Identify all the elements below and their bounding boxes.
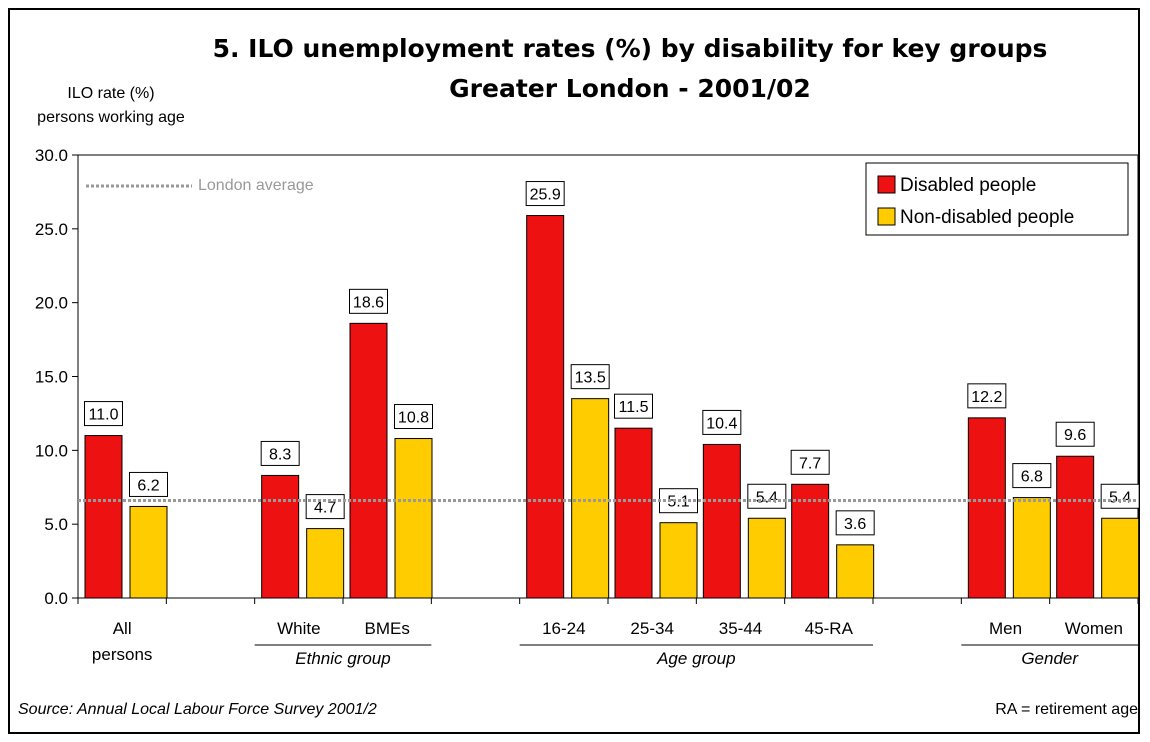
data-label-box	[790, 449, 830, 475]
y-tick-label: 5.0	[44, 515, 68, 534]
bar-non-disabled-25-34	[659, 522, 698, 599]
bar-non-disabled-women	[1101, 517, 1140, 599]
bar-non-disabled-all-persons	[129, 505, 168, 599]
category-label: White	[277, 619, 320, 638]
data-label: 11.0	[89, 407, 119, 424]
y-axis-label-line2: persons working age	[37, 109, 185, 126]
data-label: 10.4	[706, 415, 737, 432]
london-average-label: London average	[198, 177, 314, 194]
data-label: 12.2	[971, 389, 1002, 406]
data-label-box	[702, 409, 742, 435]
bar-disabled-16-24	[526, 215, 565, 599]
bar-non-disabled-white	[306, 528, 345, 599]
data-label: 10.8	[398, 410, 429, 427]
data-label-box	[614, 393, 653, 419]
data-label-box	[260, 440, 300, 466]
category-label: 16-24	[542, 619, 585, 638]
group-label: Gender	[1021, 649, 1079, 668]
bar-non-disabled-bmes	[394, 438, 433, 599]
source-note: Source: Annual Local Labour Force Survey…	[18, 701, 377, 718]
data-label: 4.7	[314, 500, 336, 517]
data-label-box	[747, 483, 787, 509]
category-label: persons	[92, 645, 152, 664]
data-label: 6.2	[137, 477, 159, 494]
bar-disabled-white	[261, 474, 300, 599]
bar-non-disabled-men	[1012, 497, 1051, 599]
category-label: 45-RA	[805, 619, 854, 638]
y-tick-label: 20.0	[35, 294, 68, 313]
legend-swatch	[877, 175, 896, 194]
data-label: 13.5	[575, 370, 606, 387]
y-axis-label-line1: ILO rate (%)	[67, 85, 155, 102]
chart-frame	[8, 8, 1140, 734]
bar-disabled-25-34	[614, 427, 653, 599]
legend-label: Disabled people	[900, 175, 1036, 196]
legend-label: Non-disabled people	[900, 207, 1074, 228]
chart-title: 5. ILO unemployment rates (%) by disabil…	[212, 34, 1048, 63]
data-label: 5.4	[756, 489, 778, 506]
data-label-box	[84, 401, 123, 427]
chart-subtitle: Greater London - 2001/02	[449, 74, 811, 103]
group-label: Ethnic group	[295, 649, 390, 668]
data-label-box	[349, 288, 388, 314]
category-label: All	[113, 619, 132, 638]
data-label-box	[1100, 483, 1140, 509]
data-label-box	[525, 181, 565, 207]
data-label-box	[1055, 421, 1095, 447]
bar-non-disabled-35-44	[747, 517, 786, 599]
legend-swatch	[877, 207, 896, 226]
data-label: 9.6	[1064, 427, 1086, 444]
data-label: 5.4	[1109, 489, 1131, 506]
data-label-box	[570, 364, 610, 390]
y-tick-label: 25.0	[35, 220, 68, 239]
group-label: Age group	[656, 649, 735, 668]
data-label-box	[1012, 463, 1052, 489]
category-label: Women	[1065, 619, 1123, 638]
data-label: 8.3	[269, 446, 291, 463]
bar-disabled-45-ra	[791, 483, 830, 599]
bar-non-disabled-45-ra	[836, 544, 875, 599]
category-label: 25-34	[630, 619, 673, 638]
data-label-box	[394, 404, 433, 430]
bar-disabled-bmes	[349, 322, 388, 599]
bar-disabled-women	[1056, 455, 1095, 599]
data-label: 7.7	[799, 455, 821, 472]
data-label: 25.9	[530, 187, 561, 204]
data-label: 5.1	[667, 494, 689, 511]
data-label-box	[835, 510, 875, 536]
y-tick-label: 15.0	[35, 368, 68, 387]
data-label: 11.5	[619, 399, 649, 416]
data-label-box	[967, 383, 1007, 409]
data-label-box	[305, 494, 345, 520]
category-label: BMEs	[364, 619, 409, 638]
data-label: 18.6	[353, 294, 384, 311]
y-tick-label: 10.0	[35, 441, 68, 460]
data-label: 3.6	[844, 516, 866, 533]
data-label-box	[129, 471, 168, 497]
bar-disabled-all-persons	[84, 435, 123, 599]
bar-disabled-men	[967, 417, 1006, 599]
bar-non-disabled-16-24	[571, 398, 610, 599]
y-tick-label: 30.0	[35, 146, 68, 165]
data-label: 6.8	[1021, 469, 1043, 486]
bar-disabled-35-44	[702, 443, 741, 599]
category-label: Men	[989, 619, 1022, 638]
legend-box	[865, 162, 1129, 236]
y-tick-label: 0.0	[44, 589, 68, 608]
retirement-age-note: RA = retirement age	[995, 701, 1138, 718]
category-label: 35-44	[719, 619, 762, 638]
